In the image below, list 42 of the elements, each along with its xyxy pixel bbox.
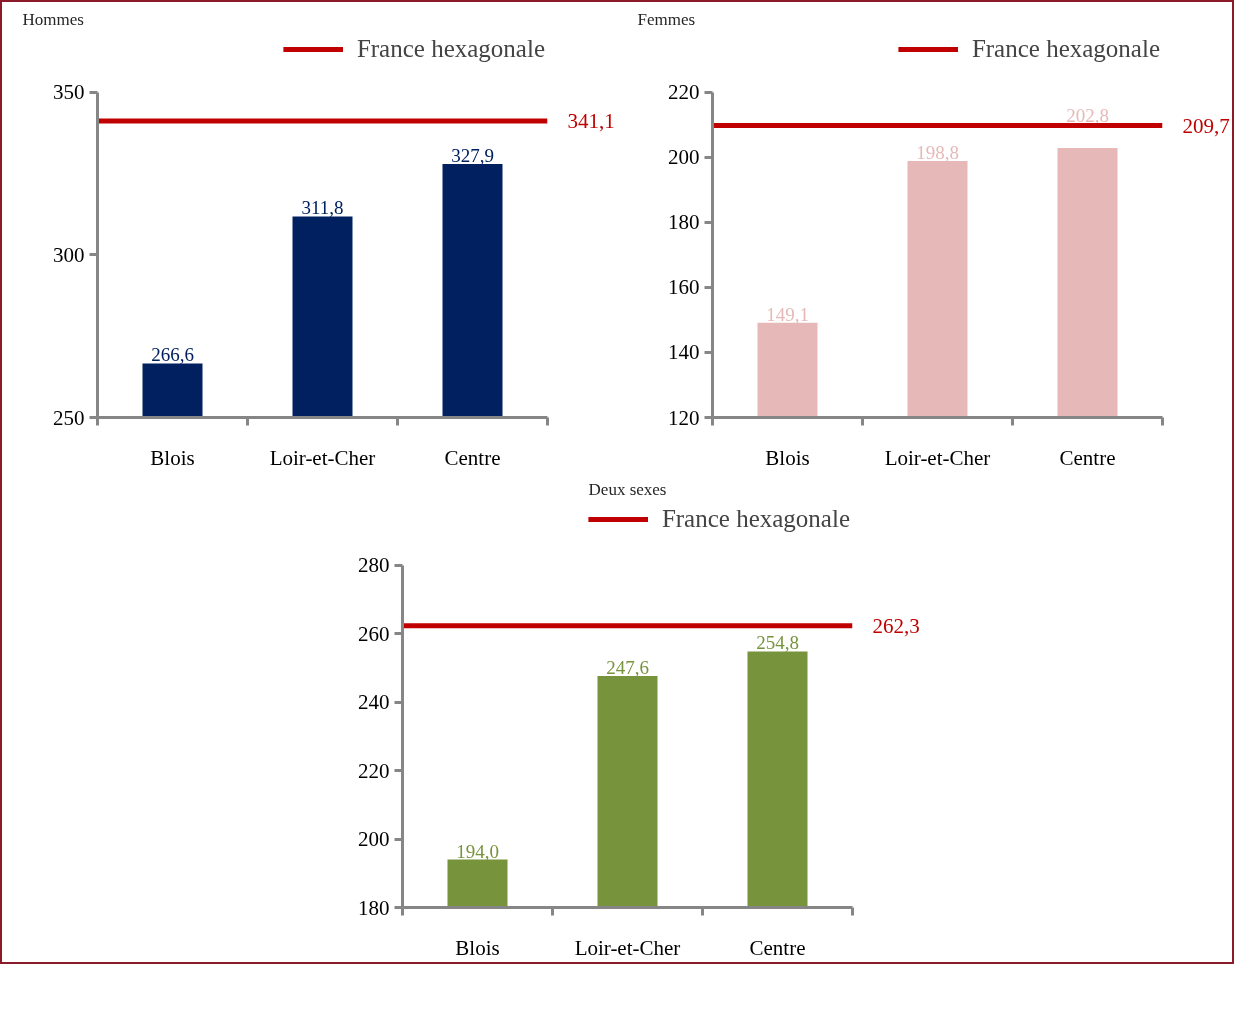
y-tick-label: 280 (358, 553, 390, 578)
chart-title: Hommes (22, 9, 84, 29)
data-label: 194,0 (456, 840, 499, 862)
data-label: 311,8 (301, 197, 344, 219)
x-tick-label: Loir-et-Cher (574, 935, 681, 960)
x-tick-label: Loir-et-Cher (269, 445, 376, 470)
text: 341,1 (567, 109, 615, 134)
y-tick-label: 180 (358, 895, 390, 920)
y-tick-label: 300 (53, 242, 85, 267)
y-tick-label: 200 (358, 827, 390, 852)
text: 209,7 (1182, 113, 1230, 138)
x-tick-label: Centre (444, 445, 501, 470)
y-tick-label: 240 (358, 690, 390, 715)
data-label: 247,6 (606, 657, 649, 679)
chart-title: Femmes (637, 9, 696, 29)
y-tick-label: 350 (53, 80, 85, 105)
y-tick-label: 180 (668, 210, 700, 235)
y-tick-label: 140 (668, 340, 700, 365)
x-tick-label: Blois (150, 445, 195, 470)
legend-label: France hexagonale (661, 505, 850, 533)
legend-label: France hexagonale (356, 35, 545, 63)
data-label: 198,8 (916, 142, 959, 164)
y-tick-label: 260 (358, 621, 390, 646)
x-tick-label: Centre (749, 935, 806, 960)
data-label: 327,9 (451, 144, 494, 166)
data-label: 266,6 (151, 344, 194, 366)
legend-label: France hexagonale (971, 35, 1160, 63)
y-tick-label: 160 (668, 275, 700, 300)
x-tick-label: Centre (1059, 445, 1116, 470)
y-tick-label: 120 (668, 405, 700, 430)
x-tick-label: Loir-et-Cher (884, 445, 991, 470)
x-tick-label: Blois (455, 935, 500, 960)
y-tick-label: 220 (358, 758, 390, 783)
y-tick-label: 200 (668, 145, 700, 170)
data-label: 202,8 (1066, 105, 1109, 126)
data-label: 149,1 (766, 303, 809, 325)
chart-title: Deux sexes (588, 479, 667, 499)
text: 262,3 (872, 613, 920, 638)
y-tick-label: 220 (668, 80, 700, 105)
y-tick-label: 250 (53, 405, 85, 430)
data-label: 254,8 (756, 632, 799, 654)
x-tick-label: Blois (765, 445, 810, 470)
